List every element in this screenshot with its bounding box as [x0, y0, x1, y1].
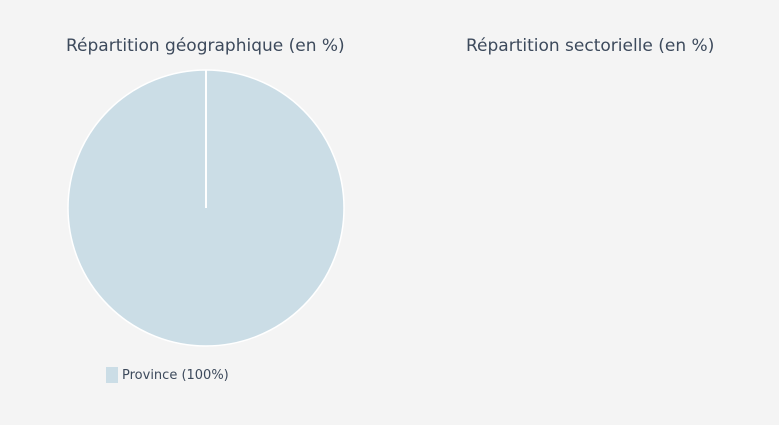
geographic-pie-chart — [67, 69, 345, 347]
geographic-legend: Province (100%) — [106, 367, 229, 383]
sector-chart-title: Répartition sectorielle (en %) — [466, 36, 715, 56]
legend-swatch-province — [106, 367, 118, 383]
legend-label-province: Province (100%) — [122, 367, 229, 383]
geographic-chart-title: Répartition géographique (en %) — [66, 36, 345, 56]
